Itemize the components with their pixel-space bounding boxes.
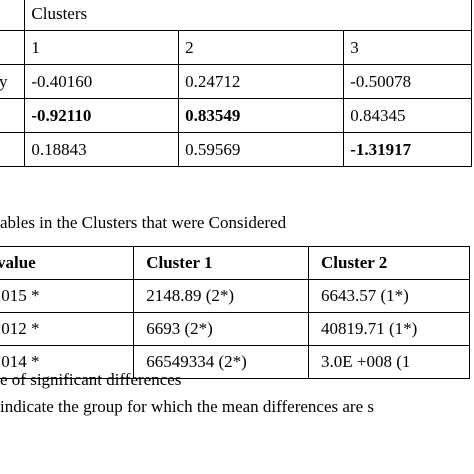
table-row: .012 * 6693 (2*) 40819.71 (1*) bbox=[0, 312, 471, 346]
footnote-group: indicate the group for which the mean di… bbox=[0, 397, 374, 416]
cluster-2-header: Cluster 2 bbox=[307, 246, 471, 280]
row-label bbox=[0, 98, 26, 133]
table-cell: -1.31917 bbox=[343, 132, 472, 167]
table-row: .014 * 66549334 (2*) 3.0E +008 (1 bbox=[0, 345, 471, 379]
table-cell: 0.18843 bbox=[24, 132, 180, 167]
table-cell: -0.92110 bbox=[24, 98, 180, 133]
table-cell: 6693 (2*) bbox=[133, 312, 309, 346]
table-header-row: Clusters bbox=[0, 0, 472, 31]
cluster-number-2: 2 bbox=[178, 30, 345, 65]
table-cell: .014 * bbox=[0, 345, 135, 379]
table-cell: -0.40160 bbox=[24, 64, 180, 99]
variable-means-table: value Cluster 1 Cluster 2 .015 * 2148.89… bbox=[0, 246, 471, 379]
row-label bbox=[0, 132, 26, 167]
table-cell: .015 * bbox=[0, 279, 135, 313]
table-row: .015 * 2148.89 (2*) 6643.57 (1*) bbox=[0, 279, 471, 313]
table-corner-cell bbox=[0, 0, 26, 31]
footnote-significance: e of significant differences bbox=[0, 370, 182, 389]
table-cell: 40819.71 (1*) bbox=[307, 312, 471, 346]
table-caption: ables in the Clusters that were Consider… bbox=[0, 213, 287, 232]
table-cell: .012 * bbox=[0, 312, 135, 346]
table-cell: 2148.89 (2*) bbox=[133, 279, 309, 313]
table-row: y -0.40160 0.24712 -0.50078 bbox=[0, 64, 472, 99]
p-value-header: value bbox=[0, 246, 135, 280]
row-label: y bbox=[0, 64, 26, 99]
table-cell: -0.50078 bbox=[343, 64, 472, 99]
table-cell: 66549334 (2*) bbox=[133, 345, 309, 379]
table-row: 0.18843 0.59569 -1.31917 bbox=[0, 132, 472, 167]
cluster-centers-table: Clusters 1 2 3 y -0.40160 0.24712 -0.500… bbox=[0, 0, 472, 167]
cluster-1-header: Cluster 1 bbox=[133, 246, 309, 280]
table-cell: 0.59569 bbox=[178, 132, 345, 167]
table-cell: 0.83549 bbox=[178, 98, 345, 133]
cluster-number-1: 1 bbox=[24, 30, 180, 65]
table-header-row: value Cluster 1 Cluster 2 bbox=[0, 246, 471, 280]
cluster-number-3: 3 bbox=[343, 30, 472, 65]
table-cell: 6643.57 (1*) bbox=[307, 279, 471, 313]
table-cell: 3.0E +008 (1 bbox=[307, 345, 471, 379]
table-corner-cell bbox=[0, 30, 26, 65]
cluster-number-row: 1 2 3 bbox=[0, 30, 472, 65]
clusters-header: Clusters bbox=[24, 0, 472, 31]
table-cell: 0.24712 bbox=[178, 64, 345, 99]
table-cell: 0.84345 bbox=[343, 98, 472, 133]
table-row: -0.92110 0.83549 0.84345 bbox=[0, 98, 472, 133]
